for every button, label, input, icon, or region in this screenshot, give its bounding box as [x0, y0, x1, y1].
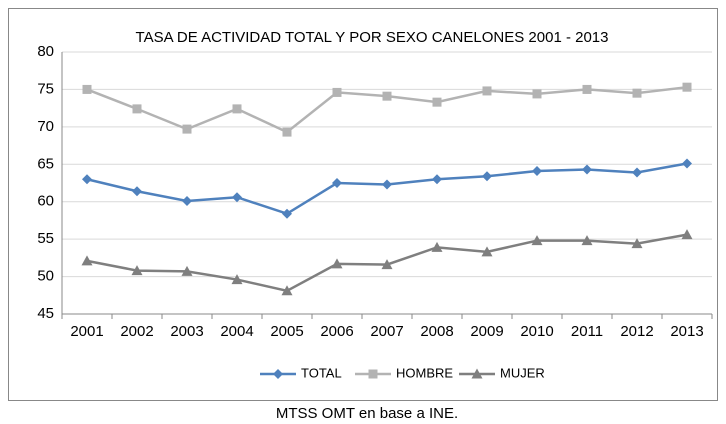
marker: [382, 91, 392, 101]
x-tick-label: 2008: [420, 323, 453, 340]
y-tick-label: 80: [37, 43, 54, 60]
marker: [532, 89, 542, 99]
marker: [481, 246, 493, 257]
marker: [232, 104, 242, 114]
x-tick-label: 2013: [670, 323, 703, 340]
x-tick-label: 2003: [170, 323, 203, 340]
legend-label: HOMBRE: [396, 365, 453, 380]
marker: [282, 127, 292, 137]
marker: [273, 369, 283, 379]
marker: [581, 235, 593, 246]
x-tick-label: 2004: [220, 323, 253, 340]
x-tick-label: 2011: [571, 323, 603, 340]
y-tick-label: 55: [37, 230, 54, 247]
x-tick-label: 2006: [320, 323, 353, 340]
x-tick-label: 2009: [470, 323, 503, 340]
x-tick-label: 2002: [120, 323, 153, 340]
y-tick-label: 65: [37, 155, 54, 172]
marker: [332, 178, 342, 188]
x-tick-label: 2010: [520, 323, 553, 340]
marker: [368, 369, 378, 379]
marker: [381, 259, 393, 270]
chart-frame: [8, 8, 718, 401]
marker: [331, 258, 343, 269]
marker: [432, 174, 442, 185]
marker: [131, 265, 143, 276]
x-tick-label: 2001: [70, 323, 103, 340]
marker: [582, 164, 592, 175]
marker: [281, 285, 293, 296]
marker: [482, 86, 492, 96]
y-tick-label: 50: [37, 268, 54, 285]
marker: [631, 238, 643, 249]
marker: [181, 265, 193, 276]
marker: [332, 87, 342, 97]
marker: [282, 208, 292, 219]
marker: [132, 104, 142, 114]
marker: [682, 158, 692, 169]
marker: [182, 124, 192, 134]
marker: [132, 186, 142, 197]
source-note: MTSS OMT en base a INE.: [276, 405, 458, 422]
marker: [232, 192, 242, 203]
marker: [632, 88, 642, 98]
legend-label: TOTAL: [301, 365, 342, 380]
marker: [482, 171, 492, 182]
marker: [82, 174, 92, 185]
marker: [471, 368, 483, 379]
marker: [82, 84, 92, 94]
x-tick-label: 2007: [370, 323, 403, 340]
marker: [231, 274, 243, 285]
marker: [382, 179, 392, 190]
y-tick-label: 75: [37, 80, 54, 97]
marker: [582, 84, 592, 94]
y-tick-label: 60: [37, 193, 54, 210]
marker: [182, 195, 192, 206]
y-tick-label: 70: [37, 118, 54, 135]
chart-title: TASA DE ACTIVIDAD TOTAL Y POR SEXO CANEL…: [136, 29, 609, 46]
marker: [532, 166, 542, 177]
marker: [681, 229, 693, 240]
y-tick-label: 45: [37, 305, 54, 322]
marker: [531, 235, 543, 246]
marker: [432, 97, 442, 107]
marker: [682, 82, 692, 92]
x-tick-label: 2005: [270, 323, 303, 340]
marker: [81, 255, 93, 266]
marker: [431, 241, 443, 252]
legend-label: MUJER: [500, 365, 545, 380]
marker: [632, 167, 642, 178]
x-tick-label: 2012: [620, 323, 653, 340]
